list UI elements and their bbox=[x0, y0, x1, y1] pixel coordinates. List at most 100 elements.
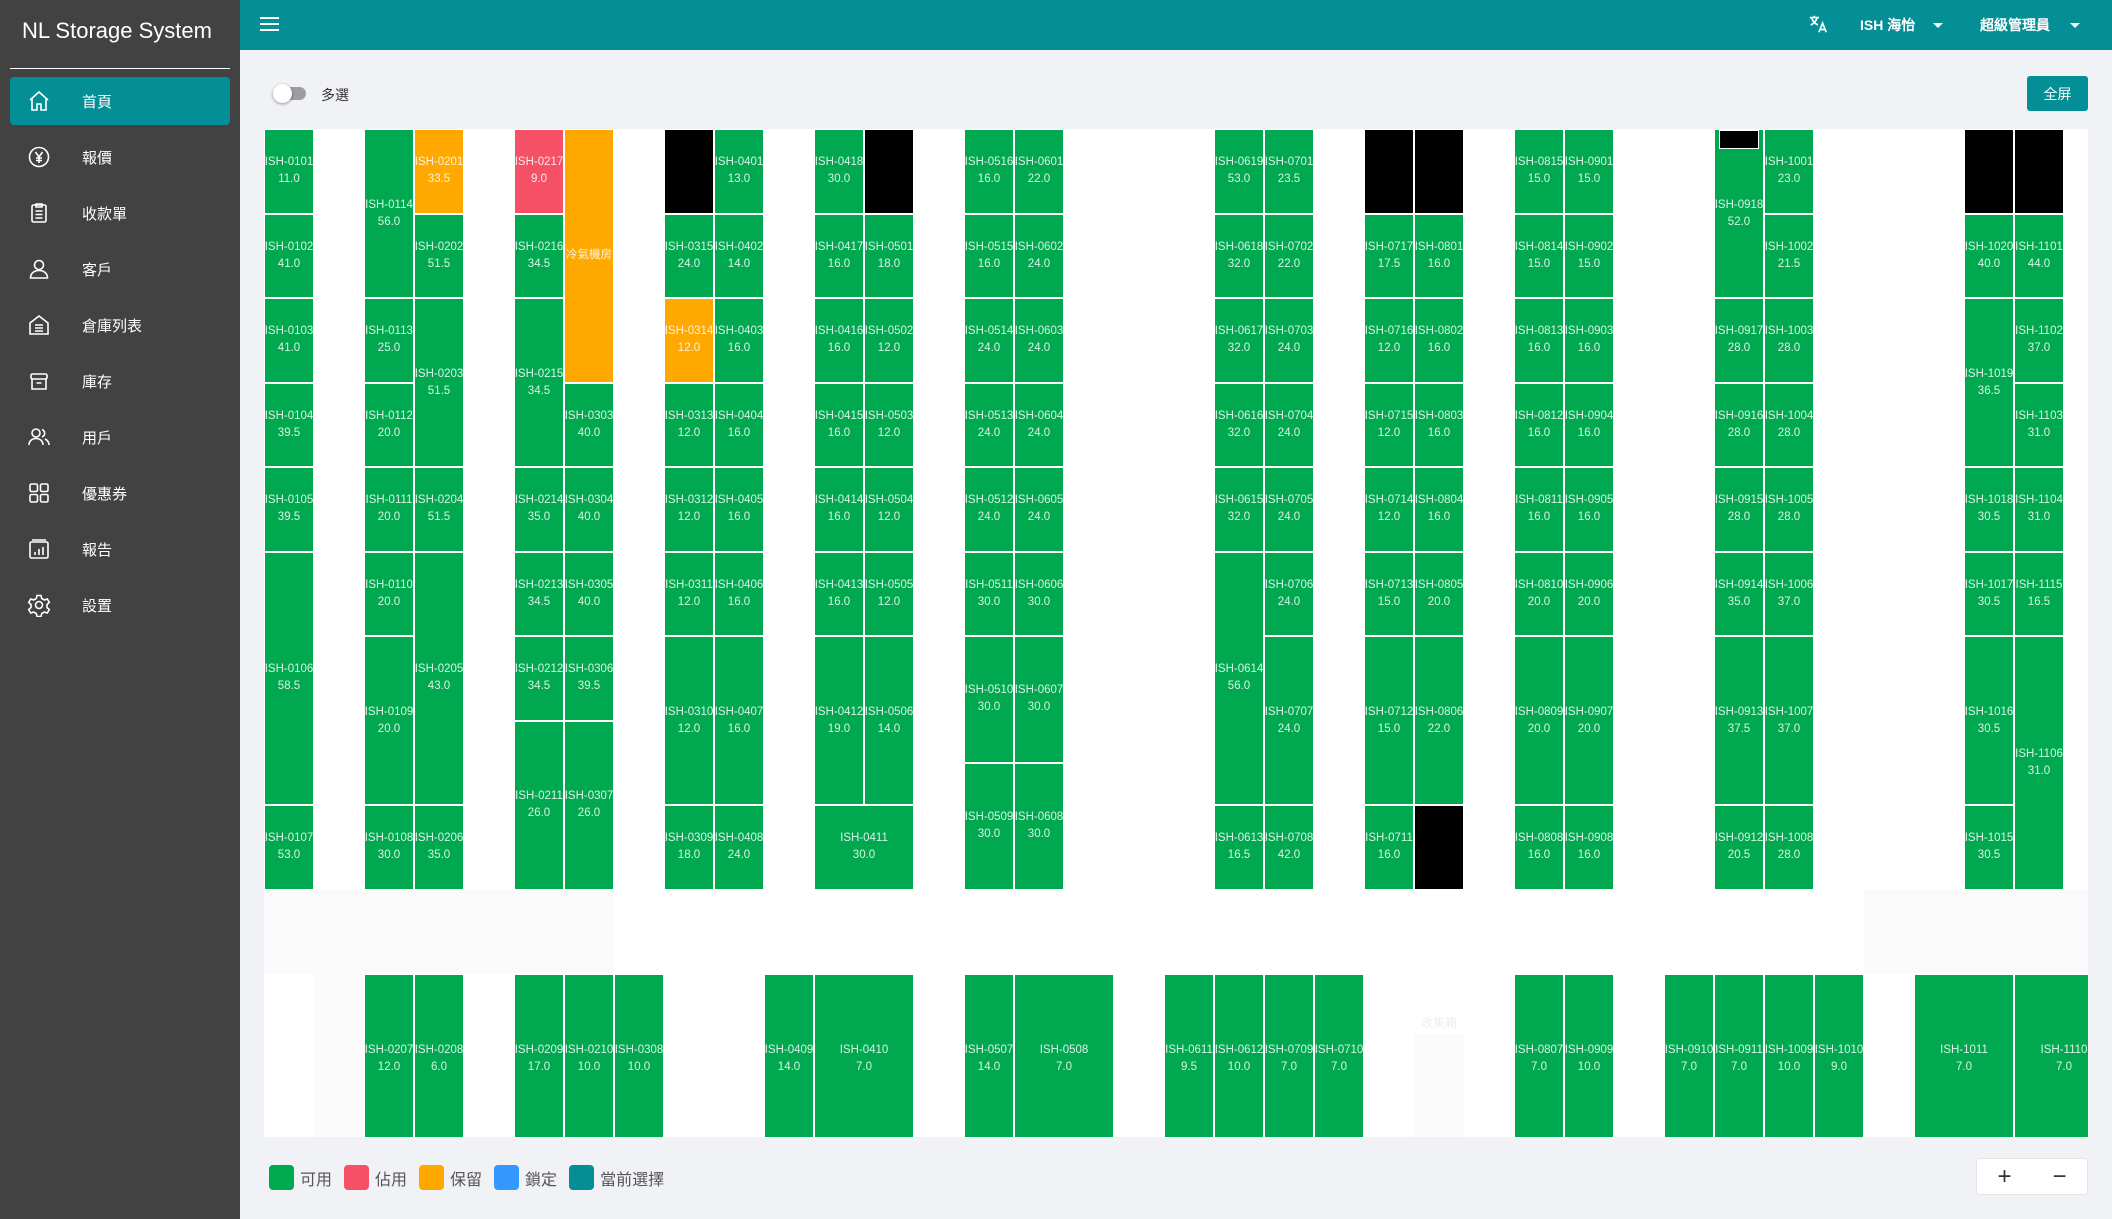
storage-unit[interactable]: ISH-0605 24.0 bbox=[1015, 468, 1063, 551]
storage-unit[interactable]: ISH-0402 14.0 bbox=[715, 214, 763, 297]
storage-unit[interactable]: ISH-1010 9.0 bbox=[1815, 975, 1863, 1137]
location-dropdown[interactable]: ISH 海怡 bbox=[1860, 15, 1944, 35]
storage-unit[interactable]: ISH-0501 18.0 bbox=[865, 214, 913, 297]
storage-unit[interactable]: ISH-1106 31.0 bbox=[2015, 637, 2063, 889]
sidebar-item-5[interactable]: 庫存 bbox=[10, 357, 230, 405]
storage-unit[interactable]: ISH-0212 34.5 bbox=[515, 637, 563, 720]
storage-unit[interactable]: ISH-0716 12.0 bbox=[1365, 299, 1413, 382]
sidebar-item-3[interactable]: 客戶 bbox=[10, 245, 230, 293]
storage-unit[interactable]: ISH-0912 20.5 bbox=[1715, 806, 1763, 889]
storage-unit[interactable]: ISH-0617 32.0 bbox=[1215, 299, 1263, 382]
storage-unit[interactable]: ISH-0815 15.0 bbox=[1515, 130, 1563, 213]
storage-unit[interactable]: ISH-0202 51.5 bbox=[415, 214, 463, 297]
storage-unit[interactable]: ISH-0409 14.0 bbox=[765, 975, 813, 1137]
storage-unit[interactable]: ISH-0101 11.0 bbox=[265, 130, 313, 213]
storage-unit[interactable]: ISH-0805 20.0 bbox=[1415, 552, 1463, 635]
storage-unit[interactable]: ISH-0305 40.0 bbox=[565, 552, 613, 635]
storage-unit[interactable]: ISH-1104 31.0 bbox=[2015, 468, 2063, 551]
storage-unit[interactable]: ISH-0114 56.0 bbox=[365, 130, 413, 297]
storage-unit[interactable]: ISH-0612 10.0 bbox=[1215, 975, 1263, 1137]
storage-unit[interactable]: ISH-0710 7.0 bbox=[1315, 975, 1363, 1137]
storage-unit[interactable]: ISH-0311 12.0 bbox=[665, 552, 713, 635]
storage-unit[interactable]: ISH-1019 36.5 bbox=[1965, 299, 2013, 466]
storage-unit[interactable]: ISH-0507 14.0 bbox=[965, 975, 1013, 1137]
storage-unit[interactable]: ISH-0712 15.0 bbox=[1365, 637, 1413, 804]
storage-unit[interactable]: ISH-0803 16.0 bbox=[1415, 383, 1463, 466]
storage-unit[interactable]: ISH-0706 24.0 bbox=[1265, 552, 1313, 635]
sidebar-item-0[interactable]: 首頁 bbox=[10, 77, 230, 125]
storage-unit[interactable]: ISH-1009 10.0 bbox=[1765, 975, 1813, 1137]
storage-unit[interactable]: ISH-0516 16.0 bbox=[965, 130, 1013, 213]
storage-unit[interactable]: ISH-0405 16.0 bbox=[715, 468, 763, 551]
storage-unit[interactable]: ISH-0304 40.0 bbox=[565, 468, 613, 551]
storage-unit[interactable]: ISH-0806 22.0 bbox=[1415, 637, 1463, 804]
storage-unit[interactable]: ISH-0416 16.0 bbox=[815, 299, 863, 382]
storage-unit[interactable]: ISH-0407 16.0 bbox=[715, 637, 763, 804]
storage-unit[interactable]: ISH-1017 30.5 bbox=[1965, 552, 2013, 635]
storage-unit[interactable]: ISH-0708 42.0 bbox=[1265, 806, 1313, 889]
storage-unit[interactable]: ISH-0403 16.0 bbox=[715, 299, 763, 382]
storage-unit[interactable]: ISH-0404 16.0 bbox=[715, 383, 763, 466]
storage-unit[interactable]: ISH-1008 28.0 bbox=[1765, 806, 1813, 889]
storage-unit[interactable]: ISH-0410 7.0 bbox=[815, 975, 913, 1137]
storage-unit[interactable]: ISH-0811 16.0 bbox=[1515, 468, 1563, 551]
storage-unit[interactable]: ISH-0709 7.0 bbox=[1265, 975, 1313, 1137]
storage-unit[interactable]: ISH-0504 12.0 bbox=[865, 468, 913, 551]
storage-unit[interactable]: ISH-0113 25.0 bbox=[365, 299, 413, 382]
storage-unit[interactable]: ISH-0208 6.0 bbox=[415, 975, 463, 1137]
storage-unit[interactable]: ISH-0306 39.5 bbox=[565, 637, 613, 720]
sidebar-item-8[interactable]: 報告 bbox=[10, 525, 230, 573]
multi-select-toggle[interactable] bbox=[273, 84, 308, 103]
storage-unit[interactable]: ISH-0502 12.0 bbox=[865, 299, 913, 382]
storage-unit[interactable]: ISH-0417 16.0 bbox=[815, 214, 863, 297]
storage-unit[interactable]: ISH-0616 32.0 bbox=[1215, 383, 1263, 466]
storage-unit[interactable]: ISH-0204 51.5 bbox=[415, 468, 463, 551]
storage-unit[interactable]: ISH-0814 15.0 bbox=[1515, 214, 1563, 297]
storage-unit[interactable]: ISH-0914 35.0 bbox=[1715, 552, 1763, 635]
storage-unit[interactable]: ISH-0211 26.0 bbox=[515, 721, 563, 889]
storage-unit[interactable]: ISH-1011 7.0 bbox=[1915, 975, 2013, 1137]
storage-unit[interactable]: ISH-0918 52.0 bbox=[1715, 130, 1763, 297]
translate-icon[interactable] bbox=[1807, 13, 1829, 35]
storage-unit[interactable]: ISH-0406 16.0 bbox=[715, 552, 763, 635]
storage-unit[interactable]: ISH-1003 28.0 bbox=[1765, 299, 1813, 382]
storage-unit[interactable]: ISH-0713 15.0 bbox=[1365, 552, 1413, 635]
storage-unit[interactable]: ISH-0315 24.0 bbox=[665, 214, 713, 297]
storage-unit[interactable]: ISH-0206 35.0 bbox=[415, 806, 463, 889]
storage-unit[interactable]: ISH-0415 16.0 bbox=[815, 383, 863, 466]
storage-unit[interactable]: ISH-0615 32.0 bbox=[1215, 468, 1263, 551]
storage-unit[interactable]: ISH-0515 16.0 bbox=[965, 214, 1013, 297]
storage-unit[interactable]: ISH-0812 16.0 bbox=[1515, 383, 1563, 466]
storage-unit[interactable]: ISH-0312 12.0 bbox=[665, 468, 713, 551]
storage-unit[interactable]: ISH-1007 37.0 bbox=[1765, 637, 1813, 804]
storage-unit[interactable]: ISH-1020 40.0 bbox=[1965, 214, 2013, 297]
storage-unit[interactable]: ISH-0910 7.0 bbox=[1665, 975, 1713, 1137]
storage-unit[interactable]: ISH-0213 34.5 bbox=[515, 552, 563, 635]
storage-unit[interactable]: ISH-0916 28.0 bbox=[1715, 383, 1763, 466]
storage-unit[interactable]: ISH-0809 20.0 bbox=[1515, 637, 1563, 804]
storage-unit[interactable]: ISH-0906 20.0 bbox=[1565, 552, 1613, 635]
storage-unit[interactable]: ISH-0108 30.0 bbox=[365, 806, 413, 889]
zoom-out-button[interactable]: − bbox=[2052, 1162, 2067, 1190]
storage-unit[interactable]: ISH-1103 31.0 bbox=[2015, 383, 2063, 466]
storage-unit[interactable]: ISH-0704 24.0 bbox=[1265, 383, 1313, 466]
storage-unit[interactable]: ISH-0705 24.0 bbox=[1265, 468, 1313, 551]
storage-unit[interactable]: ISH-0105 39.5 bbox=[265, 468, 313, 551]
storage-unit[interactable]: ISH-0307 26.0 bbox=[565, 721, 613, 889]
storage-unit[interactable]: ISH-1115 16.5 bbox=[2015, 552, 2063, 635]
storage-unit[interactable]: ISH-0503 12.0 bbox=[865, 383, 913, 466]
storage-unit[interactable]: ISH-0901 15.0 bbox=[1565, 130, 1613, 213]
storage-unit[interactable]: ISH-0707 24.0 bbox=[1265, 637, 1313, 804]
zoom-in-button[interactable]: + bbox=[1997, 1162, 2012, 1190]
storage-unit[interactable]: ISH-0711 16.0 bbox=[1365, 806, 1413, 889]
storage-unit[interactable]: ISH-0207 12.0 bbox=[365, 975, 413, 1137]
storage-unit[interactable]: ISH-0505 12.0 bbox=[865, 552, 913, 635]
storage-unit[interactable]: ISH-0607 30.0 bbox=[1015, 637, 1063, 762]
storage-unit[interactable]: ISH-0408 24.0 bbox=[715, 806, 763, 889]
storage-unit[interactable]: ISH-0309 18.0 bbox=[665, 806, 713, 889]
storage-unit[interactable]: ISH-0703 24.0 bbox=[1265, 299, 1313, 382]
storage-unit[interactable]: ISH-0905 16.0 bbox=[1565, 468, 1613, 551]
storage-unit[interactable]: ISH-0917 28.0 bbox=[1715, 299, 1763, 382]
storage-unit[interactable]: ISH-0107 53.0 bbox=[265, 806, 313, 889]
storage-unit[interactable]: ISH-1018 30.5 bbox=[1965, 468, 2013, 551]
